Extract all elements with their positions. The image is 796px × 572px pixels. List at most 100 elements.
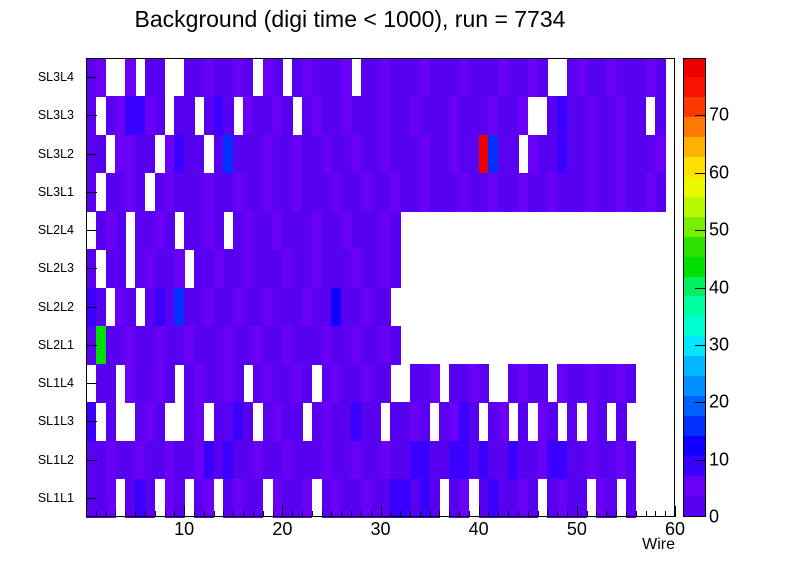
heatmap-cell	[625, 364, 637, 403]
colorbar-tick-label: 60	[709, 162, 730, 183]
heatmap-cell	[419, 402, 431, 442]
y-axis-tick	[86, 115, 97, 117]
heatmap-cell	[390, 402, 401, 442]
heatmap-cell	[321, 58, 332, 97]
heatmap-cell	[360, 134, 372, 174]
heatmap-cell	[262, 364, 274, 403]
heatmap-cell	[498, 96, 509, 136]
heatmap-plot-area[interactable]	[86, 58, 675, 518]
heatmap-cell	[429, 478, 440, 518]
heatmap-cell	[311, 440, 323, 480]
heatmap-cell	[429, 134, 440, 174]
heatmap-cell	[439, 172, 450, 212]
heatmap-cell	[262, 440, 274, 480]
heatmap-cell	[193, 172, 205, 212]
heatmap-cell	[488, 58, 499, 97]
heatmap-cell	[341, 134, 352, 174]
heatmap-cell	[243, 478, 254, 518]
heatmap-cell	[125, 96, 136, 136]
heatmap-cell	[252, 478, 264, 518]
heatmap-cell	[409, 96, 421, 136]
heatmap-cell	[105, 211, 117, 250]
heatmap-cell	[478, 134, 490, 174]
heatmap-cell	[331, 402, 342, 442]
heatmap-cell	[449, 478, 460, 518]
heatmap-cell	[282, 134, 293, 174]
heatmap-cell	[95, 478, 107, 518]
y-axis-tick	[86, 191, 97, 193]
heatmap-cell	[576, 134, 588, 174]
heatmap-cell	[645, 172, 656, 212]
heatmap-cell	[400, 478, 411, 518]
heatmap-cell	[419, 440, 431, 480]
x-axis-tick-label: 30	[370, 519, 391, 539]
heatmap-cell	[390, 249, 401, 289]
heatmap-cell	[135, 134, 146, 174]
heatmap-cell	[380, 364, 391, 403]
heatmap-cell	[547, 134, 558, 174]
heatmap-cell	[517, 96, 529, 136]
heatmap-cell	[154, 287, 166, 327]
heatmap-cell	[95, 325, 107, 365]
heatmap-cell	[282, 402, 293, 442]
heatmap-cell	[557, 440, 568, 480]
heatmap-cell	[213, 440, 225, 480]
heatmap-cell	[616, 402, 627, 442]
colorbar-band	[684, 375, 705, 397]
heatmap-cell	[370, 325, 382, 365]
heatmap-cell	[419, 134, 431, 174]
heatmap-cell	[321, 364, 332, 403]
heatmap-cell	[262, 325, 274, 365]
heatmap-cell	[135, 478, 146, 518]
heatmap-cell	[596, 134, 607, 174]
heatmap-cell	[351, 364, 362, 403]
heatmap-cell	[341, 287, 352, 327]
heatmap-cell	[488, 402, 499, 442]
heatmap-cell	[203, 287, 215, 327]
heatmap-cell	[144, 440, 156, 480]
heatmap-cell	[243, 211, 254, 250]
heatmap-cell	[616, 134, 627, 174]
heatmap-cell	[419, 172, 431, 212]
heatmap-cell	[567, 440, 578, 480]
heatmap-cell	[262, 211, 274, 250]
heatmap-cell	[596, 96, 607, 136]
heatmap-cell	[154, 364, 166, 403]
heatmap-cell	[272, 172, 283, 212]
heatmap-cell	[331, 287, 342, 327]
heatmap-cell	[164, 440, 175, 480]
heatmap-cell	[517, 440, 529, 480]
heatmap-cell	[331, 325, 342, 365]
heatmap-cell	[125, 134, 136, 174]
heatmap-cell	[115, 134, 126, 174]
heatmap-cell	[468, 96, 480, 136]
heatmap-cell	[331, 364, 342, 403]
heatmap-cell	[370, 96, 382, 136]
heatmap-cell	[498, 172, 509, 212]
heatmap-cell	[203, 58, 215, 97]
heatmap-cell	[360, 249, 372, 289]
heatmap-cell	[233, 440, 244, 480]
heatmap-cell	[527, 172, 539, 212]
heatmap-cell	[213, 402, 225, 442]
heatmap-cell	[380, 96, 391, 136]
colorbar-band	[684, 156, 705, 177]
heatmap-cell	[331, 249, 342, 289]
heatmap-cell	[488, 134, 499, 174]
heatmap-cell	[174, 325, 185, 365]
heatmap-cell	[321, 478, 332, 518]
heatmap-cell	[655, 172, 666, 212]
heatmap-cell	[557, 478, 568, 518]
heatmap-cell	[213, 134, 225, 174]
heatmap-cell	[400, 440, 411, 480]
heatmap-cell	[341, 211, 352, 250]
heatmap-cell	[429, 58, 440, 97]
heatmap-cell	[616, 364, 627, 403]
heatmap-cell	[370, 402, 382, 442]
heatmap-cell	[184, 172, 195, 212]
heatmap-cell	[115, 96, 126, 136]
heatmap-cell	[272, 211, 283, 250]
colorbar-gradient[interactable]	[683, 58, 706, 517]
heatmap-cell	[576, 478, 588, 518]
heatmap-cell	[174, 478, 185, 518]
